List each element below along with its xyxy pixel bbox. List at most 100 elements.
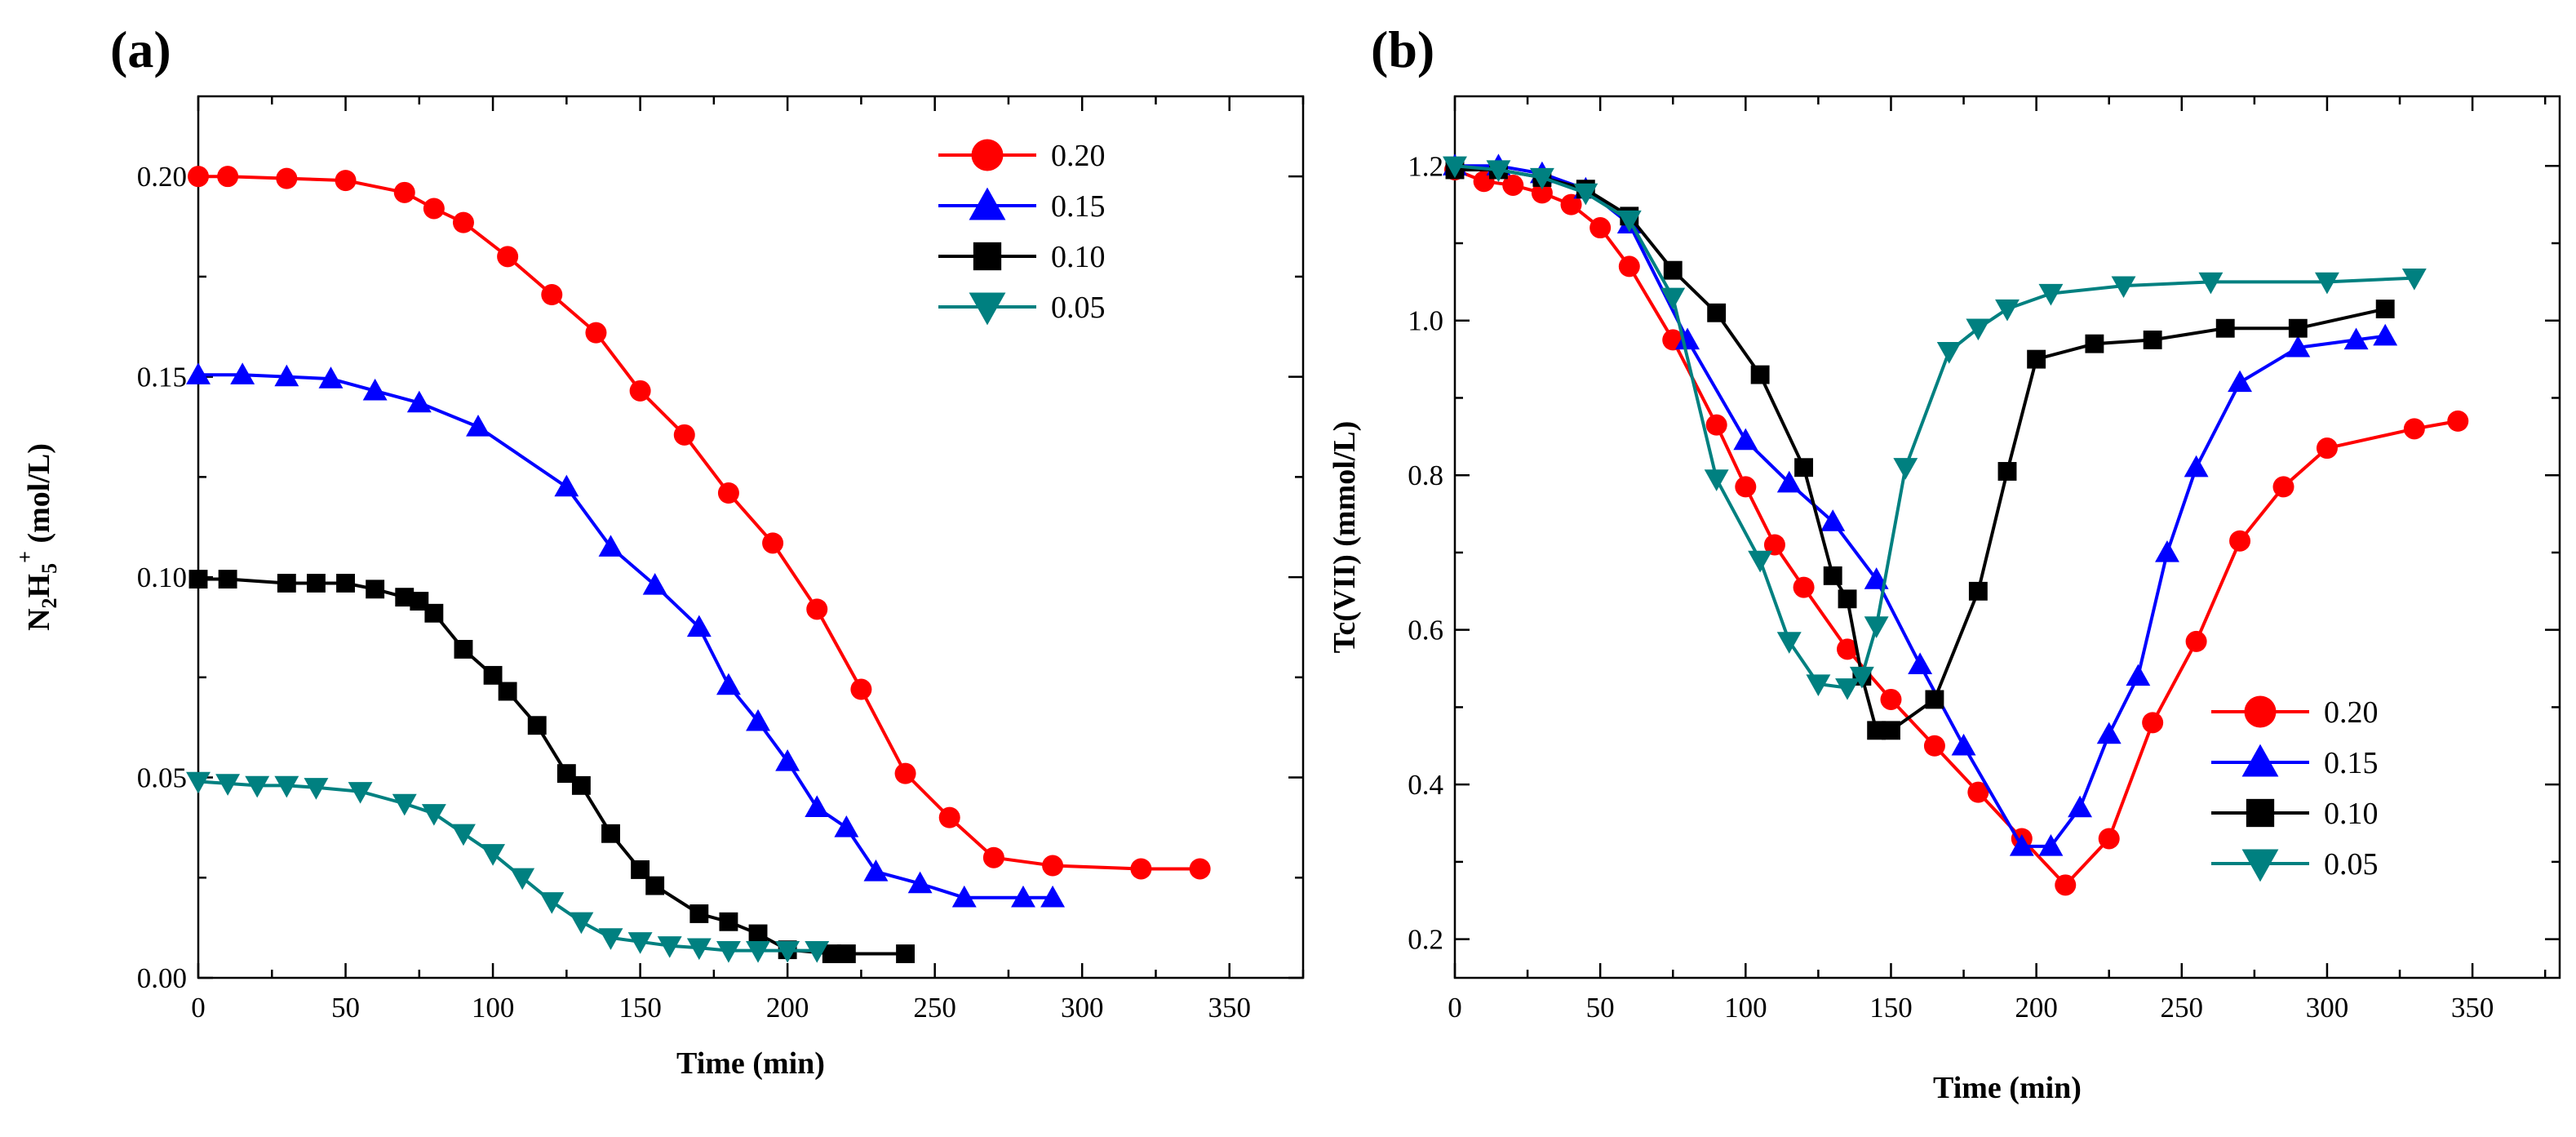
data-point [1560, 193, 1582, 215]
data-point [1968, 581, 1988, 601]
data-point [2111, 276, 2136, 299]
data-point [1750, 365, 1770, 384]
y-tick-label: 0.8 [1408, 460, 1443, 491]
data-point [1735, 476, 1757, 498]
data-point [215, 774, 241, 796]
data-point [2198, 272, 2224, 295]
data-point [304, 778, 329, 800]
y-tick-label: 1.0 [1408, 305, 1443, 337]
data-point [1660, 287, 1686, 310]
y-tick-label: 0.20 [137, 161, 187, 193]
data-point [421, 804, 446, 826]
data-point [2272, 476, 2294, 498]
data-point [393, 181, 415, 203]
legend-entry-0.10: 0.10 [938, 240, 1106, 274]
data-point [186, 362, 211, 384]
x-tick-label: 200 [2015, 992, 2058, 1024]
x-tick-label: 150 [1869, 992, 1913, 1024]
data-point [217, 166, 239, 188]
data-point [1616, 210, 1642, 233]
data-point [2098, 828, 2120, 850]
data-point [1443, 156, 1467, 179]
data-point [2126, 664, 2151, 686]
data-point [657, 936, 682, 958]
data-point [454, 640, 473, 659]
series-line-0.15 [1455, 164, 2386, 848]
data-point [2403, 418, 2425, 440]
data-point [336, 574, 355, 593]
data-point [188, 570, 208, 588]
data-point [498, 682, 517, 701]
y-tick-label: 0.15 [137, 362, 187, 393]
data-point [896, 944, 915, 963]
data-point [318, 366, 344, 389]
data-point [642, 572, 667, 595]
legend-entry-0.05: 0.05 [2211, 847, 2379, 882]
legend-label: 0.05 [2324, 847, 2379, 882]
x-tick-label: 0 [191, 992, 206, 1024]
data-point [510, 868, 535, 891]
data-point [1042, 855, 1064, 877]
plot-frame-b [1453, 95, 2561, 979]
data-point [834, 815, 859, 837]
data-point [571, 775, 591, 795]
data-point [717, 482, 739, 504]
data-point [686, 938, 712, 961]
data-point [1589, 217, 1612, 239]
data-point [1011, 885, 1035, 908]
x-axis-label-a: Time (min) [676, 1046, 825, 1081]
data-point [539, 892, 565, 914]
data-point [335, 170, 357, 192]
x-tick-label: 350 [2451, 992, 2494, 1024]
data-point [585, 322, 607, 344]
data-point [541, 284, 563, 305]
x-tick-label: 50 [331, 992, 360, 1024]
data-point [2375, 300, 2395, 318]
y-label-n: N [22, 608, 56, 630]
data-point [274, 364, 299, 387]
data-point [1806, 674, 1831, 696]
data-point [1704, 469, 1729, 491]
x-tick-label: 250 [913, 992, 956, 1024]
data-point [2143, 330, 2162, 349]
data-point [1849, 666, 1874, 689]
data-point [230, 362, 255, 384]
data-point [806, 598, 828, 620]
data-point [362, 378, 388, 401]
data-point [2142, 712, 2164, 734]
data-point [186, 771, 211, 794]
data-point [1776, 470, 1802, 493]
data-point [746, 708, 770, 731]
data-point [2096, 722, 2122, 744]
data-point [775, 748, 800, 771]
legend-entry-0.20: 0.20 [2211, 695, 2379, 730]
legend-marker [969, 187, 1006, 220]
data-point [410, 592, 429, 611]
data-point [1486, 160, 1511, 182]
data-point [306, 574, 326, 593]
data-point [1951, 733, 1976, 756]
series-0.20 [188, 166, 1211, 880]
data-point [863, 859, 889, 882]
data-point [1893, 458, 1918, 480]
data-point [366, 580, 385, 599]
data-point [245, 775, 270, 798]
data-point [2038, 283, 2064, 306]
data-point [2316, 437, 2338, 460]
data-point [2009, 833, 2034, 856]
data-point [2286, 335, 2311, 358]
data-point [938, 806, 960, 828]
data-point [907, 871, 933, 894]
data-point [1835, 678, 1860, 700]
data-point [1502, 174, 1524, 196]
data-point [1793, 576, 1815, 598]
data-point [645, 876, 665, 895]
data-point [627, 932, 653, 954]
y-label-h: H [22, 574, 56, 598]
y-tick-label: 0.6 [1408, 615, 1443, 646]
y-label-sup-plus: + [13, 551, 37, 563]
data-point [1923, 735, 1945, 757]
data-point [2373, 323, 2398, 346]
data-point [2343, 327, 2369, 350]
